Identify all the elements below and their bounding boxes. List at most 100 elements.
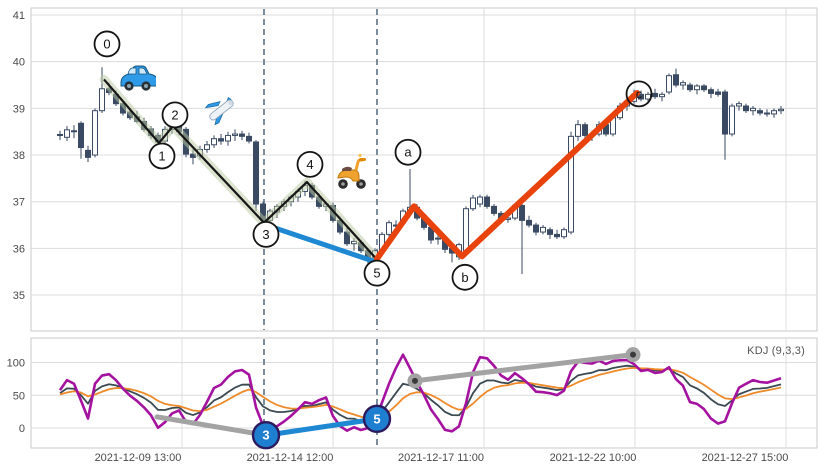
- candle-body: [743, 105, 749, 112]
- pivot-marker: 3: [252, 220, 280, 248]
- candle-body: [211, 138, 217, 146]
- candle-body: [694, 85, 700, 91]
- candle-body: [435, 237, 441, 240]
- y-tick-label: 41: [13, 10, 25, 22]
- candle-body: [708, 89, 714, 94]
- candle-body: [78, 122, 84, 149]
- x-tick-label: 2021-12-22 10:00: [550, 452, 637, 464]
- pivot-marker-label: 3: [262, 227, 269, 242]
- candle-body: [246, 135, 252, 142]
- candle-body: [736, 103, 742, 107]
- candle-body: [568, 135, 574, 233]
- kdj-pivot-marker: 5: [362, 404, 392, 434]
- candle-body: [561, 229, 567, 238]
- candle-body: [232, 133, 238, 136]
- y-tick-label: 40: [13, 57, 25, 69]
- candle-body: [204, 144, 210, 150]
- candle-body: [757, 110, 763, 114]
- candle-body: [554, 233, 560, 238]
- candle-body: [764, 112, 770, 115]
- y-tick-label: 0: [19, 423, 25, 435]
- candle-body: [239, 133, 245, 137]
- candle-body: [526, 219, 532, 226]
- pivot-marker-circle: [296, 150, 324, 178]
- candle-body: [218, 138, 224, 142]
- kdj-lines-group: [58, 353, 782, 433]
- pivot-marker-label: 0: [103, 36, 110, 51]
- candle-body: [71, 130, 77, 133]
- candle-body: [85, 149, 91, 158]
- candle-body: [659, 93, 665, 98]
- pivot-marker: c: [625, 80, 653, 108]
- candle-body: [701, 85, 707, 91]
- pivot-marker: 1: [148, 142, 176, 170]
- candle-body: [57, 133, 63, 136]
- kdj-panel: 35: [31, 338, 817, 450]
- pivot-marker-circle: [93, 30, 121, 58]
- y-tick-label: 39: [13, 103, 25, 115]
- pivot-marker-label: b: [461, 270, 468, 285]
- candle-body: [666, 75, 672, 93]
- pivot-marker: a: [394, 138, 422, 166]
- pivot-marker-label: a: [404, 145, 412, 160]
- pivot-zigzag-line: [103, 78, 378, 261]
- candle-body: [470, 197, 476, 210]
- x-tick-label: 2021-12-09 13:00: [95, 452, 182, 464]
- gray-dot-core: [630, 351, 636, 358]
- pivot-marker-circle: [451, 263, 479, 291]
- y-tick-label: 36: [13, 243, 25, 255]
- pivot-marker-circle: [252, 220, 280, 248]
- blue-connector-line: [263, 416, 380, 438]
- candle-body: [750, 107, 756, 112]
- candle-body: [477, 196, 483, 205]
- kdj-pivot-marker-circle: [362, 404, 392, 434]
- y-tick-label: 38: [13, 150, 25, 162]
- candle-body: [484, 196, 490, 207]
- pivot-marker-label: 2: [171, 107, 178, 122]
- price-panel-frame: [30, 7, 818, 332]
- candle-body: [722, 91, 728, 135]
- candle-body: [771, 110, 777, 115]
- candle-body: [778, 108, 784, 112]
- candle-body: [463, 208, 469, 252]
- red-trend-line: [374, 89, 640, 262]
- x-tick-label: 2021-12-17 11:00: [398, 452, 484, 464]
- pivot-marker-label: 4: [306, 157, 313, 172]
- kdj-indicator-label: KDJ (9,3,3): [747, 345, 805, 357]
- candle-body: [729, 105, 735, 135]
- x-tick-label: 2021-12-27 15:00: [702, 452, 789, 464]
- candle-body: [386, 222, 392, 235]
- candle-body: [638, 93, 644, 100]
- price-panel: 0 1 2 3 4 5 a b c: [30, 7, 818, 449]
- candle-body: [715, 91, 721, 95]
- y-tick-label: 50: [13, 390, 25, 402]
- pivot-marker-circle: [161, 101, 189, 129]
- candle-body: [547, 229, 553, 235]
- candle-body: [680, 82, 686, 86]
- pivot-marker-circle: [148, 142, 176, 170]
- candle-body: [533, 224, 539, 233]
- y-tick-label: 100: [7, 358, 25, 370]
- pivot-marker-label: c: [636, 86, 643, 101]
- kdj-pivot-marker: 3: [251, 421, 281, 450]
- pivot-marker-circle: [394, 138, 422, 166]
- y-tick-label: 35: [13, 290, 25, 302]
- pivot-marker: 5: [363, 259, 391, 287]
- kdj-d-line: [59, 366, 782, 420]
- gray-connector-line-2: [412, 352, 636, 384]
- kdj-pivot-marker-label: 3: [262, 428, 269, 443]
- kdj-pivot-marker-circle: [251, 421, 281, 450]
- pivot-marker: b: [451, 263, 479, 291]
- candle-body: [575, 124, 581, 137]
- candle-body: [687, 84, 693, 91]
- candle-body: [99, 88, 105, 112]
- gray-connector-line: [154, 414, 269, 438]
- candle-body: [582, 124, 588, 136]
- kdj-j-line: [58, 353, 782, 433]
- pivot-marker: 4: [296, 150, 324, 178]
- x-tick-label: 2021-12-14 12:00: [247, 452, 334, 464]
- pivot-marker: 0: [93, 30, 121, 58]
